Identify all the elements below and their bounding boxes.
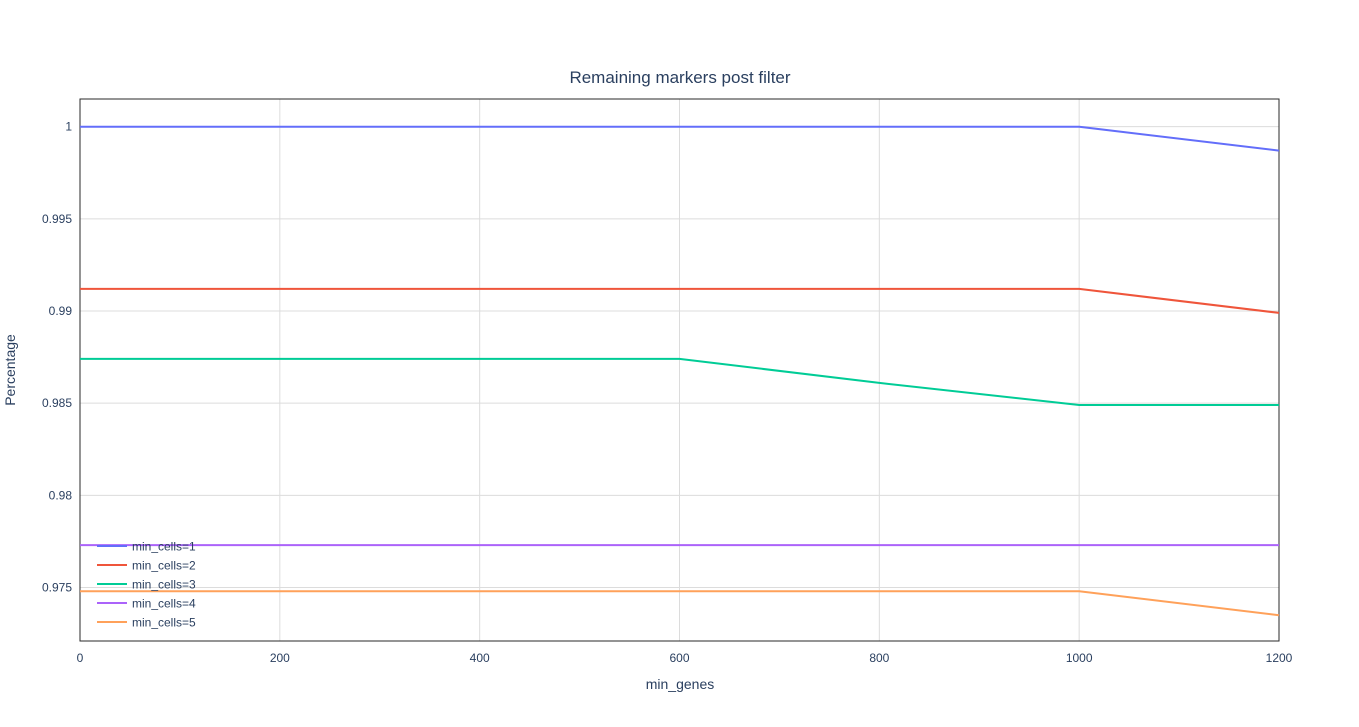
series-layer: [80, 125, 1280, 617]
x-axis-ticks: 0 200 400 600 800 1000 1200: [77, 651, 1293, 665]
legend-label[interactable]: min_cells=3: [132, 578, 196, 592]
series-line: [80, 357, 1279, 406]
y-axis-label: Percentage: [2, 334, 18, 406]
x-tick-label: 400: [470, 651, 490, 665]
series-line: [80, 590, 1280, 617]
legend-label[interactable]: min_cells=2: [132, 559, 196, 573]
series-line: [80, 125, 1280, 152]
x-tick-label: 1200: [1266, 651, 1293, 665]
series-line: [80, 287, 1280, 314]
y-tick-label: 0.985: [42, 396, 72, 410]
x-axis-label: min_genes: [646, 676, 715, 692]
chart-title: Remaining markers post filter: [569, 68, 790, 87]
legend-label[interactable]: min_cells=4: [132, 597, 196, 611]
y-tick-label: 1: [65, 120, 72, 134]
x-tick-label: 200: [270, 651, 290, 665]
y-tick-label: 0.995: [42, 212, 72, 226]
plot-frame: [79, 98, 1280, 642]
x-tick-label: 0: [77, 651, 84, 665]
legend-label[interactable]: min_cells=1: [132, 540, 196, 554]
y-axis-ticks: 0.975 0.98 0.985 0.99 0.995 1: [42, 120, 72, 595]
x-tick-label: 600: [669, 651, 689, 665]
legend-label[interactable]: min_cells=5: [132, 616, 196, 630]
y-tick-label: 0.975: [42, 581, 72, 595]
legend[interactable]: min_cells=1 min_cells=2 min_cells=3 min_cel…: [97, 540, 196, 630]
y-tick-label: 0.99: [49, 304, 73, 318]
x-tick-label: 800: [869, 651, 889, 665]
y-tick-label: 0.98: [49, 488, 73, 502]
x-tick-label: 1000: [1066, 651, 1093, 665]
